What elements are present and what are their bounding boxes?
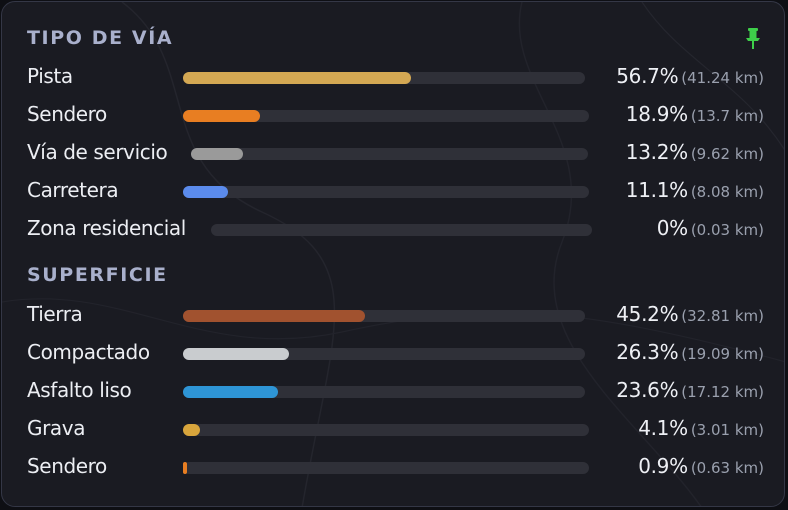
stat-percent: 0.9%: [638, 454, 688, 478]
stat-distance: (0.03 km): [690, 221, 764, 239]
stat-value: 0% (0.03 km): [657, 216, 764, 240]
stat-label: Pista: [27, 64, 73, 88]
progress-fill: [183, 386, 278, 398]
stat-row: Vía de servicio 13.2% (9.62 km): [2, 138, 784, 168]
section-title: SUPERFICIE: [27, 264, 168, 286]
stat-row: Carretera 11.1% (8.08 km): [2, 176, 784, 206]
stat-distance: (13.7 km): [690, 107, 764, 125]
stat-row: Compactado 26.3% (19.09 km): [2, 338, 784, 368]
progress-track: [183, 72, 585, 84]
stat-row: Pista 56.7% (41.24 km): [2, 62, 784, 92]
stat-percent: 26.3%: [616, 340, 679, 364]
stat-row: Tierra 45.2% (32.81 km): [2, 300, 784, 330]
progress-track: [183, 424, 589, 436]
stat-value: 0.9% (0.63 km): [638, 454, 764, 478]
stat-percent: 13.2%: [625, 140, 688, 164]
stat-value: 4.1% (3.01 km): [638, 416, 764, 440]
stat-value: 18.9% (13.7 km): [626, 102, 764, 126]
progress-track: [183, 310, 585, 322]
progress-track: [183, 386, 585, 398]
stat-value: 45.2% (32.81 km): [616, 302, 764, 326]
stat-row: Sendero 18.9% (13.7 km): [2, 100, 784, 130]
stat-distance: (17.12 km): [681, 383, 764, 401]
stat-row: Zona residencial 0% (0.03 km): [2, 214, 784, 244]
stat-label: Asfalto liso: [27, 378, 132, 402]
stat-distance: (41.24 km): [681, 69, 764, 87]
stat-distance: (3.01 km): [690, 421, 764, 439]
stat-label: Tierra: [27, 302, 83, 326]
section-title: TIPO DE VÍA: [27, 27, 174, 49]
progress-track: [183, 110, 589, 122]
pin-icon[interactable]: [744, 26, 762, 52]
stat-label: Grava: [27, 416, 86, 440]
progress-fill: [183, 186, 229, 198]
stat-value: 11.1% (8.08 km): [626, 178, 764, 202]
stat-percent: 23.6%: [616, 378, 679, 402]
stat-row: Asfalto liso 23.6% (17.12 km): [2, 376, 784, 406]
stat-percent: 56.7%: [616, 64, 679, 88]
stat-distance: (8.08 km): [690, 183, 764, 201]
stat-distance: (0.63 km): [690, 459, 764, 477]
stat-distance: (32.81 km): [681, 307, 764, 325]
stat-percent: 18.9%: [625, 102, 688, 126]
stat-label: Zona residencial: [27, 216, 186, 240]
progress-track: [211, 224, 592, 236]
stat-row: Sendero 0.9% (0.63 km): [2, 452, 784, 482]
stat-value: 23.6% (17.12 km): [616, 378, 764, 402]
progress-fill: [183, 310, 365, 322]
stat-value: 13.2% (9.62 km): [626, 140, 764, 164]
stat-distance: (19.09 km): [681, 345, 764, 363]
stat-row: Grava 4.1% (3.01 km): [2, 414, 784, 444]
progress-track: [183, 348, 585, 360]
progress-fill: [191, 148, 244, 160]
stat-percent: 45.2%: [616, 302, 679, 326]
stat-distance: (9.62 km): [690, 145, 764, 163]
progress-track: [183, 462, 589, 474]
stat-percent: 0%: [656, 216, 688, 240]
progress-track: [191, 148, 588, 160]
stat-value: 56.7% (41.24 km): [616, 64, 764, 88]
stat-value: 26.3% (19.09 km): [616, 340, 764, 364]
stat-percent: 4.1%: [638, 416, 688, 440]
progress-fill: [183, 110, 260, 122]
progress-fill: [183, 348, 289, 360]
stat-label: Carretera: [27, 178, 119, 202]
progress-fill: [183, 72, 411, 84]
stat-label: Sendero: [27, 102, 107, 126]
stat-label: Vía de servicio: [27, 140, 168, 164]
stat-label: Compactado: [27, 340, 150, 364]
stat-label: Sendero: [27, 454, 107, 478]
stat-percent: 11.1%: [625, 178, 688, 202]
progress-track: [183, 186, 589, 198]
progress-fill: [183, 424, 200, 436]
progress-fill: [183, 462, 187, 474]
